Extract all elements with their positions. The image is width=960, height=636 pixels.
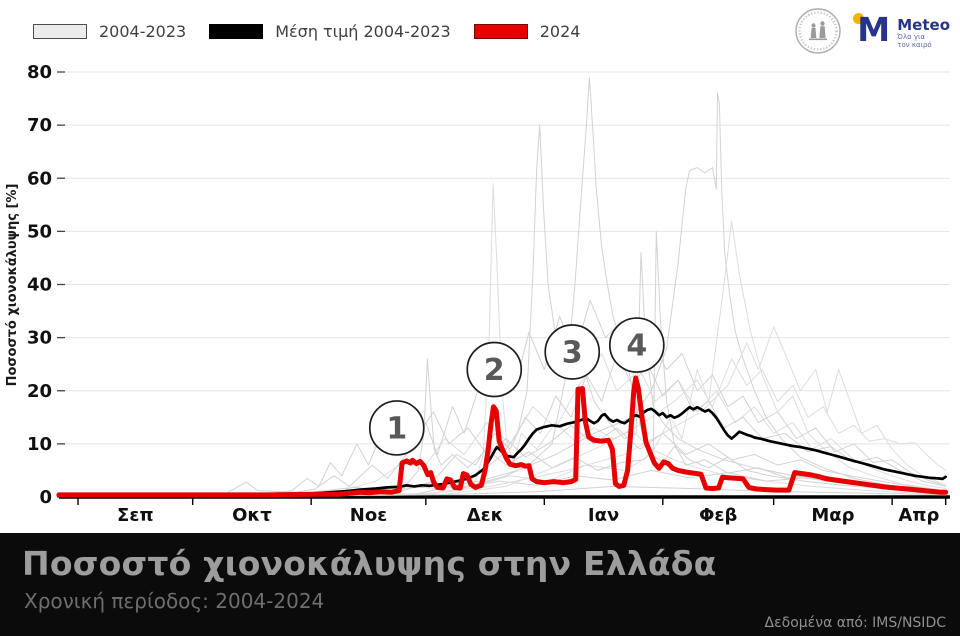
meteo-logo: M Meteo Όλα για τον καιρό [853,10,950,50]
annotation-3: 3 [544,324,601,380]
historical-year-lines [58,76,947,497]
x-tick-label: Νοε [350,505,387,526]
annotation-circle [466,341,523,398]
y-tick-label: 70 [27,115,52,136]
data-credit: Δεδομένα από: IMS/NSIDC [764,615,947,631]
annotations: 1 2 3 4 [368,317,665,456]
meteo-tagline-line1: Όλα για [897,33,926,41]
legend-item-mean: Μέση τιμή 2004-2023 [209,22,451,41]
chart-subtitle: Χρονική περίοδος: 2004-2024 [24,589,325,613]
annotation-number: 1 [386,411,407,446]
title-banner: Ποσοστό χιονοκάλυψης στην Ελλάδα Χρονική… [0,533,960,636]
y-tick-label: 60 [27,168,52,189]
year-line [58,124,947,497]
chart-legend: 2004-2023 Μέση τιμή 2004-2023 2024 [33,22,580,41]
legend-label-2024: 2024 [539,22,581,41]
legend-swatch-mean [209,24,264,39]
y-axis-title: Ποσοστό χιονοκάλυψης [%] [5,184,20,387]
x-tick-label: Απρ [898,505,939,526]
y-tick-label: 0 [39,487,52,508]
year-line [58,326,947,497]
annotation-2: 2 [466,341,523,398]
y-tick-label: 10 [27,434,52,455]
x-tick-label: Σεπ [117,505,154,526]
x-tick-label: Οκτ [232,505,272,526]
y-tick-label: 40 [27,275,52,296]
annotation-number: 3 [562,335,583,370]
meteo-tagline-line2: τον καιρό [897,41,932,49]
legend-swatch-years [33,24,87,39]
chart-area: 2004-2023 Μέση τιμή 2004-2023 2024 [5,7,950,526]
x-tick-label: Δεκ [467,505,504,526]
annotation-number: 2 [484,353,505,388]
logo-group: M Meteo Όλα για τον καιρό [794,7,950,55]
y-tick-label: 80 [27,62,52,83]
legend-swatch-2024 [473,24,528,39]
snow-cover-chart: 0 10 20 30 40 50 60 70 80 Ποσοστό χιονοκάλυψης [%… [5,62,950,526]
meteo-m-mark: M [853,10,890,50]
annotation-1: 1 [368,400,425,456]
year-line [58,358,947,497]
annotation-4: 4 [608,317,665,373]
annotation-number: 4 [626,329,647,364]
y-tick-label: 50 [27,221,52,242]
year-line [58,400,947,496]
annotation-circle [368,400,425,456]
annotation-circle [608,317,665,373]
meteo-wordmark: Meteo Όλα για τον καιρό [897,12,950,50]
legend-label-mean: Μέση τιμή 2004-2023 [275,22,451,41]
year-line [58,230,947,497]
x-tick-label: Φεβ [699,505,737,526]
legend-label-years: 2004-2023 [99,22,187,41]
legend-item-2024: 2024 [473,22,581,41]
x-tick-label: Ιαν [588,505,619,526]
observatory-seal-icon [795,8,841,54]
year-line [58,183,947,497]
meteo-name: Meteo [897,16,950,34]
y-axis: 0 10 20 30 40 50 60 70 80 Ποσοστό χιονοκάλυψης [%… [5,62,65,508]
line-2024 [56,375,949,498]
chart-title: Ποσοστό χιονοκάλυψης στην Ελλάδα [22,544,717,583]
meteo-sun-dot-icon [853,13,865,24]
legend-item-years: 2004-2023 [33,22,186,41]
y-tick-label: 20 [27,381,52,402]
x-tick-label: Μαρ [811,505,854,526]
x-axis: Σεπ Οκτ Νοε Δεκ Ιαν Φεβ Μαρ Απρ [59,495,950,526]
year-line [58,92,947,497]
year-line [58,76,947,496]
y-tick-label: 30 [27,328,52,349]
annotation-circle [544,324,601,380]
meteo-m-letter: M [857,10,890,49]
year-line [58,299,947,497]
